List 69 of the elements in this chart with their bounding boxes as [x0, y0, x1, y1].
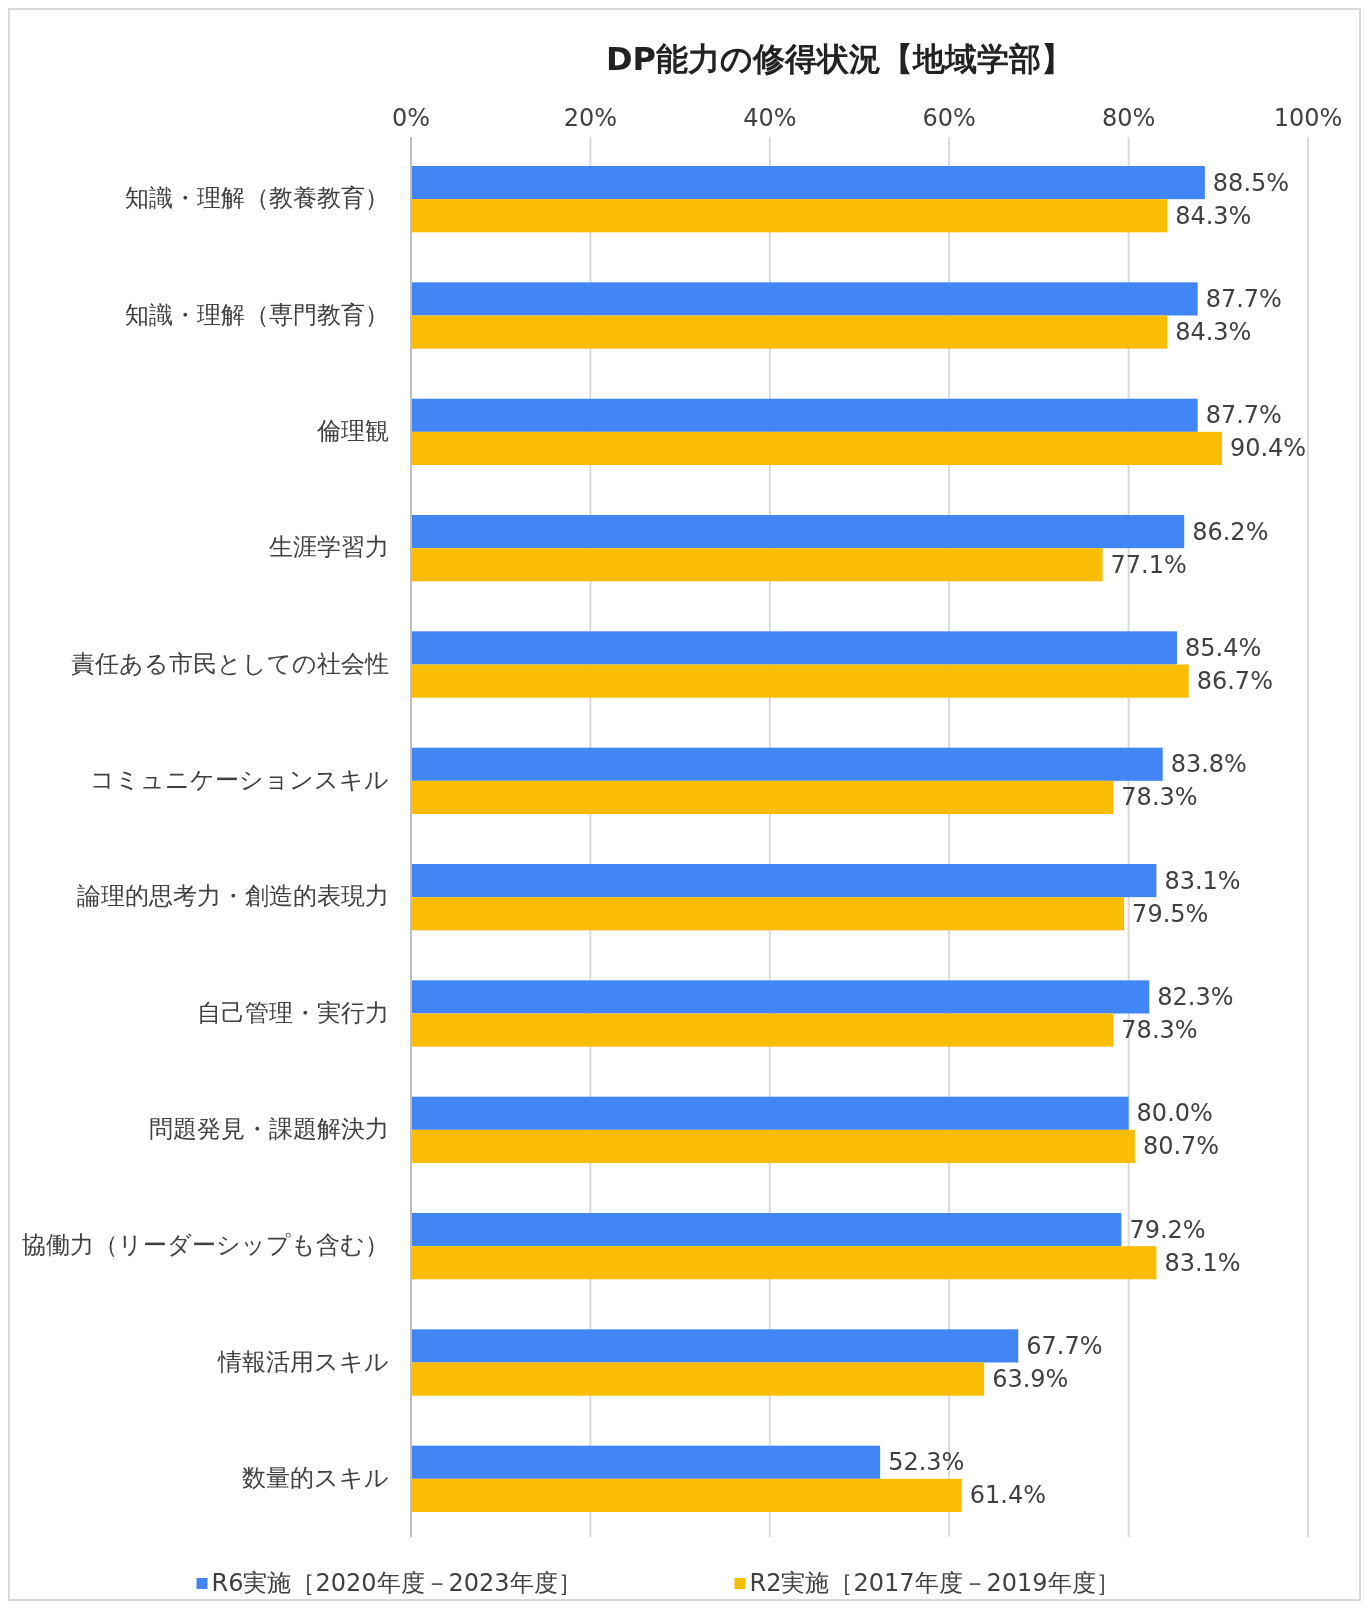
- bar: [411, 1362, 985, 1396]
- bar: [411, 515, 1185, 549]
- y-tick-label: 知識・理解（教養教育）: [125, 184, 389, 213]
- bar: [411, 1096, 1129, 1130]
- bar: [411, 897, 1125, 931]
- data-label: 78.3%: [1121, 783, 1198, 812]
- y-tick-label: 協働力（リーダーシップも含む）: [22, 1231, 389, 1260]
- data-label: 77.1%: [1110, 550, 1187, 579]
- y-tick-label: 数量的スキル: [242, 1463, 389, 1492]
- y-tick-label: コミュニケーションスキル: [90, 765, 389, 794]
- y-tick-label: 自己管理・実行力: [197, 998, 389, 1027]
- data-label: 79.5%: [1132, 899, 1209, 928]
- data-label: 85.4%: [1185, 633, 1262, 662]
- bar: [411, 780, 1114, 814]
- data-label: 87.7%: [1205, 284, 1282, 313]
- bar: [411, 864, 1157, 898]
- bar: [411, 1013, 1114, 1047]
- data-label: 67.7%: [1026, 1331, 1103, 1360]
- data-label: 83.1%: [1164, 1248, 1241, 1277]
- bar: [411, 199, 1168, 233]
- y-tick-label: 責任ある市民としての社会性: [71, 649, 389, 678]
- data-label: 79.2%: [1129, 1215, 1206, 1244]
- y-tick-label: 情報活用スキル: [217, 1347, 389, 1376]
- bar: [411, 1329, 1019, 1363]
- bar: [411, 1246, 1157, 1280]
- legend-label: R6実施［2020年度－2023年度］: [211, 1569, 582, 1597]
- data-label: 84.3%: [1175, 201, 1252, 230]
- data-label: 78.3%: [1121, 1016, 1198, 1045]
- data-label: 80.0%: [1136, 1099, 1213, 1128]
- data-label: 83.1%: [1164, 866, 1241, 895]
- data-label: 80.7%: [1142, 1132, 1220, 1161]
- data-label: 63.9%: [992, 1365, 1069, 1394]
- x-tick-label: 60%: [922, 104, 976, 132]
- data-label: 90.4%: [1229, 434, 1307, 463]
- bar: [411, 398, 1198, 432]
- bar: [411, 548, 1103, 582]
- bar: [411, 1129, 1135, 1163]
- x-tick-label: 100%: [1273, 104, 1343, 132]
- data-label: 82.3%: [1157, 982, 1234, 1011]
- data-label: 88.5%: [1212, 168, 1290, 197]
- bar: [411, 664, 1189, 698]
- bar: [411, 1445, 881, 1479]
- bar: [411, 315, 1168, 349]
- chart-title: DP能力の修得状況【地域学部】: [605, 40, 1074, 78]
- bar: [411, 1478, 962, 1512]
- y-tick-label: 生涯学習力: [269, 533, 389, 562]
- y-tick-label: 論理的思考力・創造的表現力: [77, 882, 389, 911]
- data-label: 86.2%: [1192, 517, 1269, 546]
- bar: [411, 980, 1150, 1014]
- y-tick-label: 倫理観: [316, 416, 389, 445]
- data-label: 61.4%: [969, 1481, 1047, 1510]
- bar: [411, 747, 1163, 781]
- data-label: 86.7%: [1196, 667, 1273, 696]
- data-label: 84.3%: [1175, 318, 1252, 347]
- bar: [411, 282, 1198, 316]
- data-label: 52.3%: [888, 1448, 965, 1477]
- x-tick-label: 40%: [743, 104, 797, 132]
- y-tick-label: 知識・理解（専門教育）: [125, 300, 389, 329]
- bar: [411, 1213, 1122, 1247]
- bar: [411, 166, 1205, 200]
- x-tick-label: 20%: [563, 104, 618, 132]
- data-label: 87.7%: [1205, 401, 1282, 430]
- data-label: 83.8%: [1170, 750, 1247, 779]
- y-tick-label: 問題発見・課題解決力: [149, 1114, 389, 1143]
- x-tick-label: 80%: [1101, 104, 1156, 132]
- bar: [411, 631, 1178, 665]
- bar: [411, 431, 1222, 465]
- legend-label: R2実施［2017年度－2019年度］: [749, 1569, 1120, 1597]
- x-tick-label: 0%: [391, 104, 431, 132]
